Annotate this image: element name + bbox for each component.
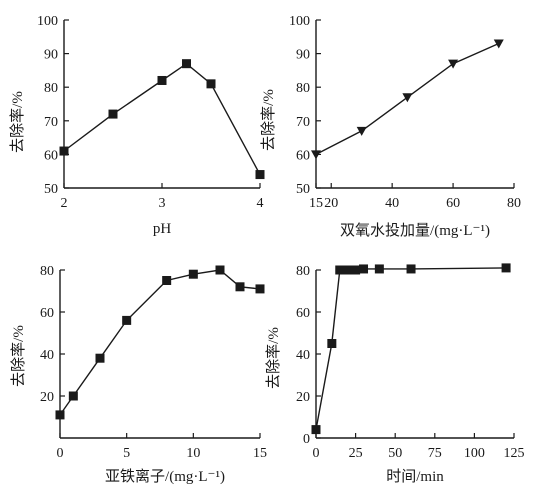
chart-h2o2: 去除率/% 双氧水投加量/(mg·L⁻¹) 50 60 70 80 90 100 15 20 4…: [260, 14, 521, 239]
y-tick-label: 60: [296, 148, 310, 163]
data-point: [235, 282, 245, 292]
y-tick-label: 40: [296, 348, 310, 363]
data-point: [359, 264, 369, 274]
data-point: [402, 93, 413, 103]
x-tick-label: 75: [428, 446, 442, 461]
data-point: [351, 265, 361, 275]
data-point: [182, 59, 191, 69]
y-tick-label: 0: [303, 432, 310, 447]
x-tick-label: 40: [385, 196, 399, 211]
y-tick-label: 60: [296, 306, 310, 321]
series-line: [315, 267, 507, 430]
series-line: [63, 62, 261, 175]
xlabel: 亚铁离子/(mg·L⁻¹): [105, 468, 225, 485]
x-tick-label: 80: [507, 196, 521, 211]
x-tick-label: 50: [388, 446, 402, 461]
x-tick-label: 15: [253, 446, 267, 461]
y-tick-label: 20: [296, 390, 310, 405]
data-point: [311, 150, 321, 160]
y-tick-label: 100: [37, 14, 58, 29]
y-tick-label: 60: [44, 148, 58, 163]
data-point: [162, 276, 172, 285]
data-point: [68, 391, 78, 401]
x-tick-label: 25: [349, 446, 363, 461]
y-tick-label: 100: [289, 14, 310, 29]
data-point: [406, 264, 416, 274]
data-point: [55, 410, 65, 420]
xlabel: 时间/min: [386, 468, 444, 485]
data-point: [108, 109, 118, 119]
x-tick-label: 60: [446, 196, 460, 211]
data-point: [157, 75, 167, 85]
x-tick-label: 15: [309, 196, 323, 211]
data-point: [327, 339, 337, 348]
data-point: [493, 39, 504, 49]
x-tick-label: 5: [123, 446, 130, 461]
data-point: [95, 353, 105, 363]
x-tick-label: 10: [186, 446, 200, 461]
data-point: [501, 263, 511, 273]
xlabel: 双氧水投加量/(mg·L⁻¹): [340, 222, 490, 239]
data-point: [188, 269, 198, 279]
data-point: [343, 265, 353, 275]
data-point: [335, 265, 345, 275]
data-point: [59, 146, 69, 156]
x-tick-label: 4: [257, 196, 264, 211]
ylabel: 去除率/%: [9, 91, 26, 153]
data-point: [356, 126, 367, 136]
xlabel: pH: [153, 221, 172, 237]
y-tick-label: 50: [44, 182, 58, 197]
y-tick-label: 70: [296, 115, 310, 130]
x-tick-label: 125: [504, 446, 525, 461]
y-tick-label: 20: [40, 390, 54, 405]
y-tick-label: 70: [44, 115, 58, 130]
data-point: [215, 265, 225, 275]
data-point: [255, 170, 265, 180]
ylabel: 去除率/%: [10, 325, 27, 387]
data-point: [311, 425, 321, 435]
x-tick-label: 0: [57, 446, 64, 461]
x-tick-label: 2: [61, 196, 68, 211]
data-point: [448, 59, 459, 69]
y-tick-label: 90: [296, 48, 310, 63]
ylabel: 去除率/%: [260, 89, 277, 151]
chart-fe2: 去除率/% 亚铁离子/(mg·L⁻¹) 20 40 60 80 0 5 10 15: [10, 264, 267, 485]
y-tick-label: 90: [44, 48, 58, 63]
x-tick-label: 20: [324, 196, 338, 211]
y-tick-label: 50: [296, 182, 310, 197]
y-tick-label: 80: [44, 81, 58, 96]
data-point: [122, 315, 132, 325]
data-point: [206, 79, 216, 89]
y-tick-label: 80: [40, 264, 54, 279]
y-tick-label: 40: [40, 348, 54, 363]
chart-time: 去除率/% 时间/min 0 20 40 60 80 0 25 50 75 100 125: [265, 263, 525, 485]
series-line: [59, 269, 261, 416]
data-point: [374, 264, 384, 274]
y-tick-label: 60: [40, 306, 54, 321]
ylabel: 去除率/%: [265, 327, 282, 389]
data-point: [255, 284, 265, 294]
x-tick-label: 3: [159, 196, 166, 211]
y-tick-label: 80: [296, 81, 310, 96]
x-tick-label: 100: [464, 446, 485, 461]
x-tick-label: 0: [313, 446, 320, 461]
y-tick-label: 80: [296, 264, 310, 279]
chart-ph: 去除率/% pH 50 60 70 80 90 100 2 3 4: [9, 14, 265, 237]
